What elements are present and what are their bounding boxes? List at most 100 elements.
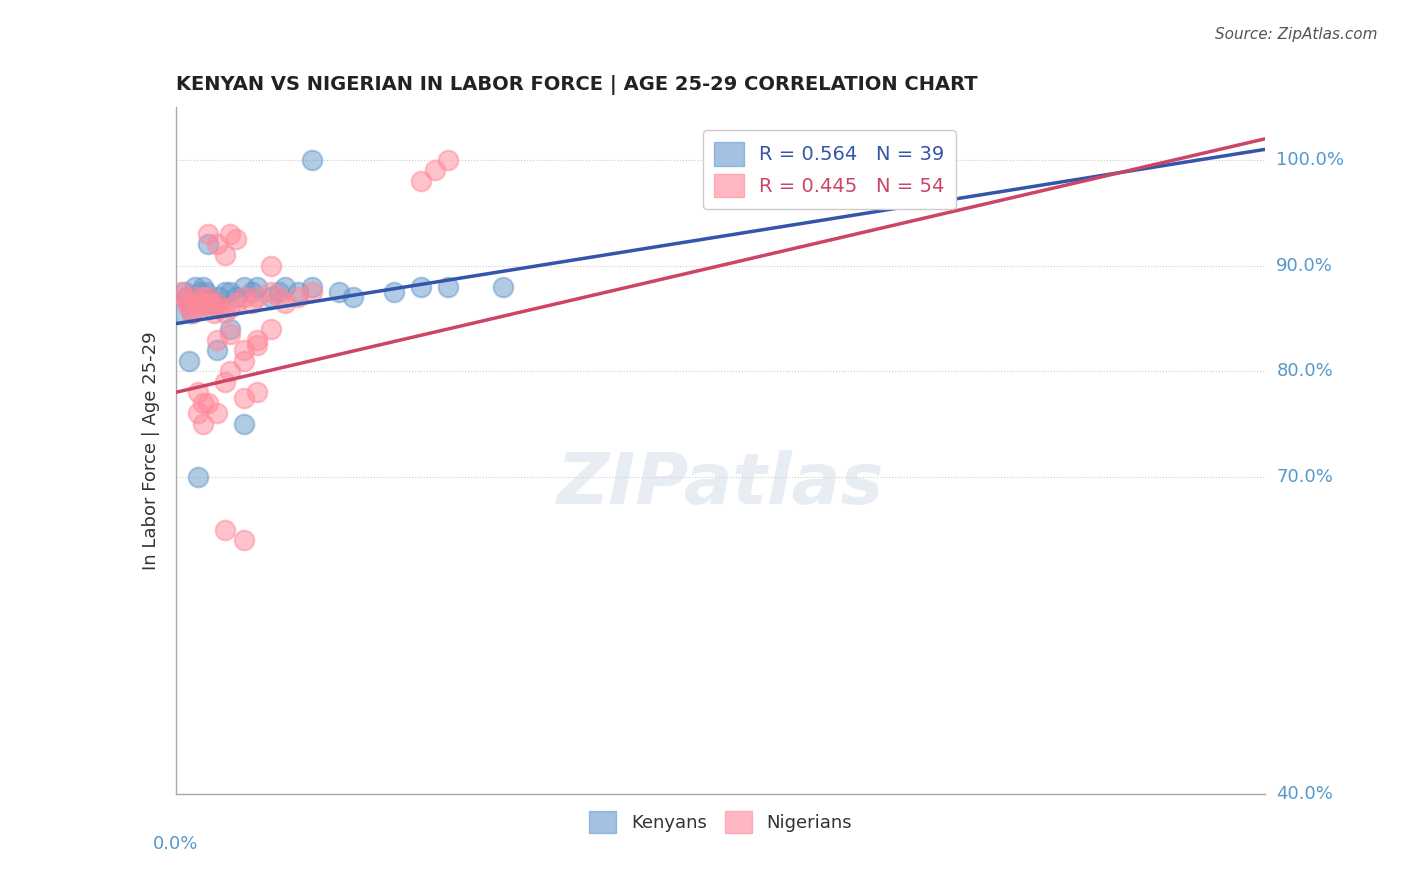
- Point: [269, 290, 291, 304]
- Point: [219, 327, 242, 342]
- Point: [191, 396, 214, 410]
- Point: [328, 285, 350, 299]
- Point: [205, 343, 228, 357]
- Point: [179, 353, 201, 368]
- Point: [186, 385, 209, 400]
- Point: [200, 301, 222, 315]
- Point: [342, 290, 364, 304]
- Point: [173, 290, 195, 304]
- Point: [205, 295, 228, 310]
- Point: [214, 285, 236, 299]
- Point: [197, 227, 219, 241]
- Point: [240, 295, 263, 310]
- Point: [214, 306, 236, 320]
- Point: [197, 237, 219, 252]
- Text: 100.0%: 100.0%: [1277, 151, 1344, 169]
- Point: [301, 285, 323, 299]
- Point: [202, 306, 225, 320]
- Point: [205, 333, 228, 347]
- Point: [274, 295, 297, 310]
- Point: [191, 279, 214, 293]
- Point: [170, 306, 193, 320]
- Point: [232, 417, 254, 431]
- Point: [194, 295, 217, 310]
- Text: KENYAN VS NIGERIAN IN LABOR FORCE | AGE 25-29 CORRELATION CHART: KENYAN VS NIGERIAN IN LABOR FORCE | AGE …: [176, 75, 977, 95]
- Text: 40.0%: 40.0%: [1277, 785, 1333, 803]
- Point: [208, 290, 231, 304]
- Point: [274, 279, 297, 293]
- Point: [186, 301, 209, 315]
- Point: [181, 306, 204, 320]
- Point: [423, 163, 446, 178]
- Point: [179, 301, 201, 315]
- Point: [197, 396, 219, 410]
- Point: [202, 295, 225, 310]
- Y-axis label: In Labor Force | Age 25-29: In Labor Force | Age 25-29: [142, 331, 160, 570]
- Point: [409, 174, 432, 188]
- Point: [232, 279, 254, 293]
- Point: [287, 285, 309, 299]
- Point: [219, 285, 242, 299]
- Point: [232, 290, 254, 304]
- Point: [287, 290, 309, 304]
- Point: [232, 533, 254, 548]
- Point: [232, 391, 254, 405]
- Point: [205, 237, 228, 252]
- Point: [240, 285, 263, 299]
- Point: [188, 285, 211, 299]
- Point: [269, 285, 291, 299]
- Point: [260, 290, 283, 304]
- Text: ZIPatlas: ZIPatlas: [557, 450, 884, 519]
- Point: [205, 295, 228, 310]
- Point: [219, 322, 242, 336]
- Point: [409, 279, 432, 293]
- Point: [176, 295, 198, 310]
- Point: [176, 290, 198, 304]
- Point: [232, 353, 254, 368]
- Point: [200, 295, 222, 310]
- Point: [246, 338, 269, 352]
- Point: [382, 285, 405, 299]
- Point: [260, 259, 283, 273]
- Point: [232, 343, 254, 357]
- Text: Source: ZipAtlas.com: Source: ZipAtlas.com: [1215, 27, 1378, 42]
- Point: [301, 279, 323, 293]
- Legend: Kenyans, Nigerians: Kenyans, Nigerians: [582, 804, 859, 839]
- Point: [492, 279, 515, 293]
- Point: [197, 290, 219, 304]
- Point: [191, 290, 214, 304]
- Point: [225, 290, 247, 304]
- Point: [179, 295, 201, 310]
- Text: 70.0%: 70.0%: [1277, 468, 1333, 486]
- Point: [181, 306, 204, 320]
- Text: 0.0%: 0.0%: [153, 835, 198, 853]
- Point: [186, 407, 209, 421]
- Point: [301, 153, 323, 167]
- Point: [214, 375, 236, 389]
- Point: [214, 523, 236, 537]
- Point: [184, 279, 207, 293]
- Text: 90.0%: 90.0%: [1277, 257, 1333, 275]
- Point: [246, 290, 269, 304]
- Point: [197, 290, 219, 304]
- Point: [246, 385, 269, 400]
- Point: [219, 227, 242, 241]
- Point: [186, 470, 209, 484]
- Point: [191, 417, 214, 431]
- Point: [225, 232, 247, 246]
- Point: [260, 322, 283, 336]
- Point: [205, 407, 228, 421]
- Point: [186, 290, 209, 304]
- Point: [225, 295, 247, 310]
- Point: [246, 333, 269, 347]
- Point: [188, 295, 211, 310]
- Point: [260, 285, 283, 299]
- Point: [219, 301, 242, 315]
- Point: [214, 248, 236, 262]
- Point: [208, 301, 231, 315]
- Point: [194, 285, 217, 299]
- Point: [170, 285, 193, 299]
- Point: [184, 290, 207, 304]
- Point: [437, 279, 460, 293]
- Text: 80.0%: 80.0%: [1277, 362, 1333, 380]
